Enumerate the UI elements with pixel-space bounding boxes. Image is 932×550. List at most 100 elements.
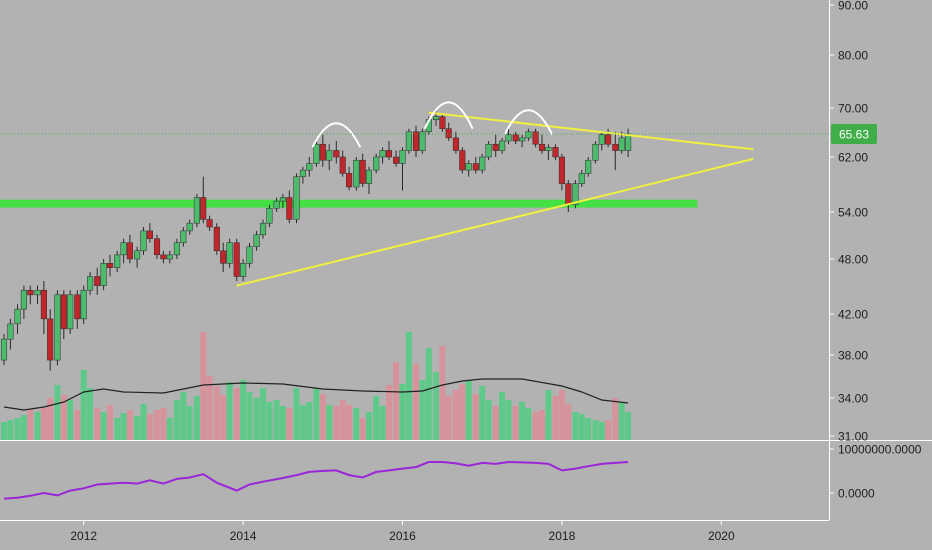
volume-bar [260, 388, 266, 440]
trendline [236, 157, 754, 287]
volume-bar [166, 418, 173, 440]
volume-bar [479, 386, 486, 440]
candle-body [87, 276, 94, 291]
candle-body [445, 128, 452, 139]
candle-body [578, 173, 585, 184]
candle-body [612, 143, 619, 151]
time-tick-label: 2020 [708, 529, 735, 543]
candle-body [393, 156, 400, 164]
candle-body [120, 242, 127, 256]
candle-body [166, 254, 173, 260]
candle-body [373, 156, 380, 171]
volume-bar [565, 404, 572, 440]
indicator-tick-label: 0.0000 [838, 487, 875, 501]
candle-body [485, 143, 492, 158]
pattern-arc [503, 109, 554, 136]
volume-bar [40, 408, 47, 440]
volume-bar [405, 332, 412, 440]
candle-body [27, 289, 34, 296]
indicator-line [3, 460, 629, 500]
volume-bar [492, 406, 499, 440]
candle-body [273, 200, 280, 209]
candle-body [253, 234, 260, 247]
candle-body [572, 183, 579, 205]
candle-body [353, 159, 360, 188]
candle-body [532, 131, 539, 145]
volume-bar [433, 372, 439, 440]
volume-bar [505, 400, 512, 440]
volume-bar [54, 385, 61, 440]
volume-bar [253, 398, 260, 440]
volume-bar [485, 400, 492, 440]
candle-body [558, 156, 565, 184]
volume-bar [373, 396, 380, 440]
indicator-axis: 10000000.0000 0.0000 [829, 443, 922, 501]
candle-body [34, 289, 41, 296]
volume-bar [539, 410, 545, 440]
volume-bar [598, 422, 605, 440]
candle-body [7, 323, 14, 340]
volume-bar [612, 398, 619, 440]
candle-body [146, 230, 153, 239]
candle-body [365, 169, 373, 184]
volume-bar [299, 405, 306, 440]
volume-bar [126, 410, 133, 440]
trendlines-layer [236, 111, 754, 287]
volume-bar [27, 410, 34, 440]
volume-bar [592, 420, 599, 440]
candle-body [405, 131, 412, 151]
candle-body [592, 143, 599, 161]
pattern-arc [311, 122, 362, 148]
candle-body [160, 254, 167, 260]
volume-bar [459, 384, 466, 440]
volume-bar [472, 394, 479, 440]
volume-bar [439, 346, 446, 440]
candle-body [134, 250, 141, 260]
volume-bar [552, 396, 559, 440]
time-tick-label: 2014 [230, 529, 257, 543]
time-tick-label: 2018 [549, 529, 576, 543]
volume-bar [572, 412, 579, 440]
candle-body [54, 294, 61, 361]
volume-bar [220, 395, 227, 440]
volume-bar [80, 370, 87, 440]
candle-body [259, 222, 267, 236]
candle-body [299, 169, 306, 178]
candle-body [625, 133, 632, 151]
volume-bar [186, 406, 193, 440]
candle-body [306, 163, 313, 171]
volume-bar [146, 414, 153, 440]
volume-bar [266, 402, 273, 440]
volume-bar [233, 388, 240, 440]
candle-body [286, 197, 293, 220]
volume-bar [120, 413, 127, 440]
candle-body [186, 222, 193, 232]
candle-body [412, 131, 420, 151]
indicator-layer [3, 460, 629, 500]
price-tick-label: 70.00 [838, 102, 868, 116]
candle-body [240, 263, 247, 277]
last-price-tag: 65.63 [831, 124, 877, 144]
volume-bar [313, 388, 320, 440]
volume-bar [445, 396, 452, 440]
volume-bar [359, 418, 366, 440]
candle-body [419, 131, 426, 151]
candle-body [0, 338, 8, 361]
volume-bar [618, 402, 625, 440]
volume-bar [366, 412, 372, 440]
candle-body [14, 308, 21, 325]
candle-body [379, 150, 386, 158]
candle-body [206, 219, 213, 228]
price-tick-label: 80.00 [838, 49, 868, 63]
price-axis: 90.00 80.00 70.00 62.00 54.00 48.00 42.00 38.00… [829, 0, 868, 444]
arcs-layer [311, 101, 554, 148]
candle-body [525, 131, 532, 139]
candle-body [359, 159, 366, 184]
candle-body [333, 150, 340, 158]
volume-bar [293, 388, 300, 440]
candle-body [47, 318, 54, 361]
volume-ma-line [3, 378, 629, 411]
volume-bar [60, 395, 67, 440]
volume-bar [393, 362, 400, 440]
